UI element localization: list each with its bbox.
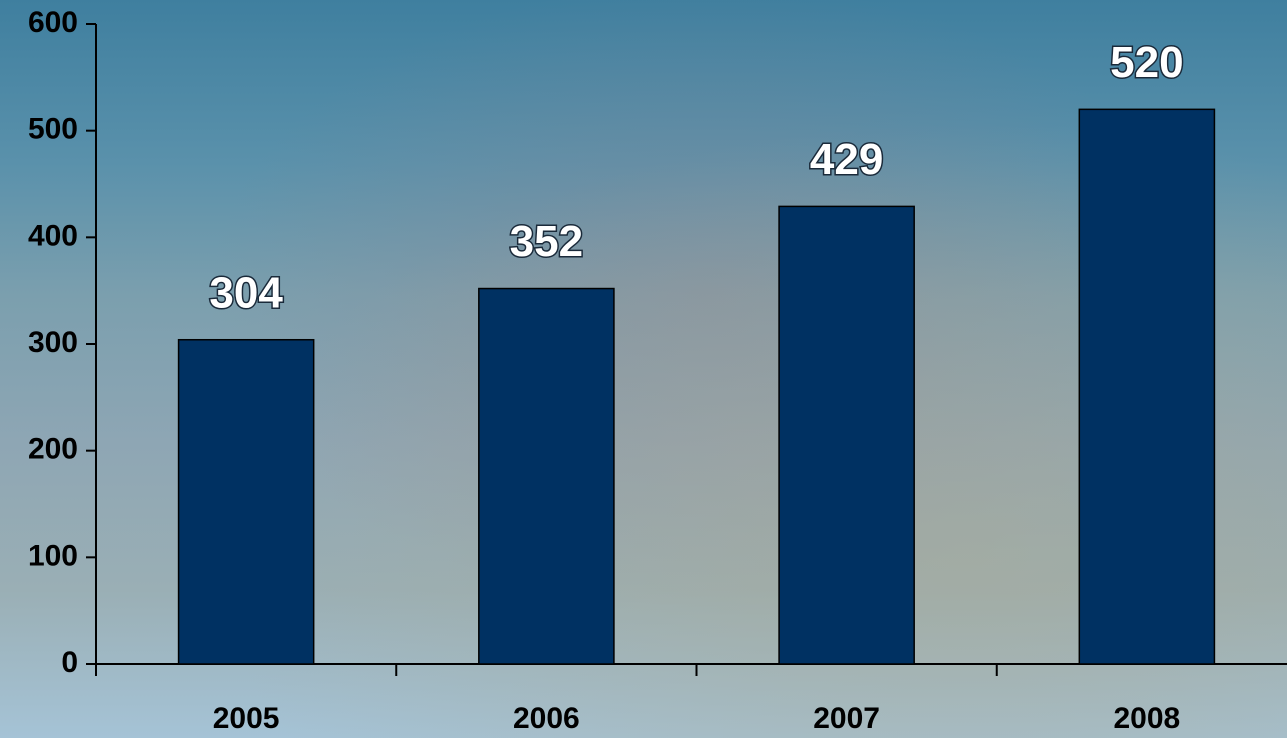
bar bbox=[1078, 108, 1216, 665]
x-tick-label: 2005 bbox=[213, 702, 280, 735]
bar bbox=[177, 338, 315, 665]
y-tick-label: 0 bbox=[61, 646, 78, 679]
y-tick-label: 400 bbox=[28, 219, 78, 252]
y-tick-label: 500 bbox=[28, 113, 78, 146]
data-label: 520 bbox=[1110, 38, 1183, 87]
data-label: 429 bbox=[810, 135, 883, 184]
y-tick-label: 100 bbox=[28, 539, 78, 572]
x-tick-label: 2008 bbox=[1114, 702, 1181, 735]
bar bbox=[478, 287, 615, 665]
bar bbox=[778, 205, 915, 665]
y-tick-label: 600 bbox=[28, 6, 78, 39]
data-label: 352 bbox=[510, 217, 583, 266]
data-label: 304 bbox=[209, 268, 283, 317]
y-tick-label: 300 bbox=[28, 326, 78, 359]
x-tick-label: 2007 bbox=[813, 702, 880, 735]
x-tick-label: 2006 bbox=[513, 702, 580, 735]
y-tick-label: 200 bbox=[28, 433, 78, 466]
